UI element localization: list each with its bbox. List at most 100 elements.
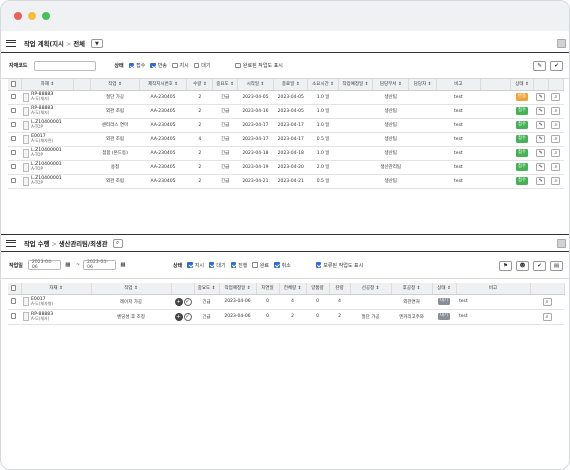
checkbox-icon[interactable] xyxy=(187,262,193,268)
row-checkbox[interactable] xyxy=(8,132,22,147)
column-header[interactable]: 종료일 ⇕ xyxy=(273,79,309,91)
column-header[interactable]: 상태 ⇕ xyxy=(510,79,534,91)
status-checkbox-instructed[interactable]: 지시 xyxy=(187,262,204,269)
checkbox-icon[interactable] xyxy=(10,163,17,170)
show-completed-checkbox[interactable]: 완료된 작업도 표시 xyxy=(235,62,283,69)
checkbox-icon[interactable] xyxy=(150,62,156,69)
table-row[interactable]: L.Z10400001 A-TOP 접합 (본드등) AA-230405 2 긴급 2023… xyxy=(8,146,564,161)
column-header[interactable]: 담당부서 ⇕ xyxy=(372,79,410,91)
table-row[interactable]: E0017 A-도(체자형) 레이저 가공 + ✓ 긴급 2023-04-06 0 4 0 4 외관면… xyxy=(8,294,564,310)
maximize-window-button[interactable] xyxy=(42,12,50,20)
table-row[interactable]: L.Z10400001 A-TOP 외관 조립 AA-230405 2 긴급 2023-04… xyxy=(8,174,564,189)
status-checkbox-returned[interactable]: 반송 xyxy=(150,62,167,69)
row-checkbox[interactable] xyxy=(8,90,22,105)
edit-icon[interactable]: ✎ xyxy=(536,177,546,185)
select-all-checkbox[interactable] xyxy=(8,283,22,295)
table-row[interactable]: RP-88883 A-도(체자) 절단 가공 AA-230405 2 긴급 2023-04-… xyxy=(8,90,564,105)
calendar-icon[interactable]: ▦ xyxy=(62,260,73,270)
calendar-icon[interactable]: ▦ xyxy=(118,260,129,270)
chevron-down-icon[interactable]: ▼ xyxy=(90,39,103,48)
checkbox-icon[interactable] xyxy=(315,262,322,268)
check-circle-icon[interactable]: ✓ xyxy=(183,312,192,321)
checkbox-icon[interactable] xyxy=(10,298,17,304)
search-icon[interactable]: ⌕ xyxy=(551,107,561,115)
avatar[interactable] xyxy=(557,39,566,48)
material-code-input[interactable] xyxy=(34,60,97,71)
row-checkbox[interactable] xyxy=(8,104,22,119)
column-header[interactable]: 작업 ⇕ xyxy=(91,283,172,295)
row-checkbox[interactable] xyxy=(8,309,21,325)
status-checkbox-waiting[interactable]: 대기 xyxy=(208,262,226,269)
breadcrumb-item[interactable]: 작업 수행 xyxy=(24,240,50,248)
breadcrumb-item[interactable]: 생산관리팀/최생관 xyxy=(58,240,108,248)
checkbox-icon[interactable] xyxy=(128,62,135,69)
edit-icon[interactable]: ✎ xyxy=(536,107,546,115)
column-header[interactable]: 소요시간 ⇕ xyxy=(307,79,339,91)
table-row[interactable]: L.Z10400001 A-TOP 센터라스 연마 AA-230405 2 긴급 2023-… xyxy=(8,118,564,133)
column-header[interactable]: 제작지시번호 ⇕ xyxy=(139,79,188,91)
table-row[interactable]: L.Z10400001 A-TOP 용접 AA-230405 2 긴급 2023-04-19… xyxy=(8,160,564,175)
column-header[interactable]: 중요도 ⇕ xyxy=(194,283,220,295)
search-icon[interactable]: ⌕ xyxy=(551,163,561,171)
status-checkbox-waiting[interactable]: 대기 xyxy=(193,62,210,69)
checkbox-icon[interactable] xyxy=(10,135,17,142)
breadcrumb-item[interactable]: 전체 xyxy=(73,41,85,48)
row-checkbox[interactable] xyxy=(8,160,22,175)
column-header[interactable]: 후공정 ⇕ xyxy=(391,283,433,295)
checkbox-icon[interactable] xyxy=(10,177,17,184)
row-checkbox[interactable] xyxy=(8,174,22,189)
edit-icon[interactable]: ✎ xyxy=(536,93,546,101)
select-all-checkbox[interactable] xyxy=(8,79,22,91)
edit-icon[interactable]: ✎ xyxy=(536,149,546,157)
status-checkbox-cancel[interactable]: 취소 xyxy=(274,262,291,269)
column-header[interactable]: 담당자 ⇕ xyxy=(408,79,437,91)
date-from-input[interactable]: 2023-04-06 xyxy=(27,260,61,270)
search-icon[interactable]: ⌕ xyxy=(551,177,561,185)
column-header[interactable]: 중요도 ⇕ xyxy=(212,79,238,91)
minimize-window-button[interactable] xyxy=(28,12,36,20)
date-to-input[interactable]: 2023-04-06 xyxy=(83,260,117,270)
avatar[interactable] xyxy=(557,239,566,248)
add-icon[interactable]: + xyxy=(174,312,183,321)
show-held-checkbox[interactable]: 보류된 작업도 표시 xyxy=(315,262,363,269)
edit-icon[interactable]: ✎ xyxy=(536,163,546,171)
table-row[interactable]: E0017 A-도(체자면) 외관 조립 AA-230405 4 긴급 2023-04-17… xyxy=(8,132,564,147)
add-user-button[interactable]: ☻ xyxy=(516,261,529,271)
column-header[interactable]: 작업예정일 ⇕ xyxy=(219,283,257,295)
checkbox-icon[interactable] xyxy=(10,107,17,114)
column-header[interactable]: 자재 ⇕ xyxy=(21,79,75,91)
search-icon[interactable]: ⌕ xyxy=(112,238,123,248)
column-header[interactable]: 수량 ⇕ xyxy=(186,79,214,91)
confirm-button[interactable]: ✔ xyxy=(550,61,563,71)
search-icon[interactable]: ⌕ xyxy=(542,312,552,321)
breadcrumb-item[interactable]: 작업 계획(지시 xyxy=(24,41,64,48)
menu-icon[interactable] xyxy=(6,40,16,47)
checkbox-icon[interactable] xyxy=(230,262,237,268)
checkbox-icon[interactable] xyxy=(235,62,241,69)
flag-icon[interactable]: ⚑ xyxy=(499,261,512,271)
search-icon[interactable]: ⌕ xyxy=(542,297,552,306)
column-header[interactable]: 상태 ⇕ xyxy=(432,283,457,295)
row-checkbox[interactable] xyxy=(8,294,21,310)
row-checkbox[interactable] xyxy=(8,146,22,161)
row-checkbox[interactable] xyxy=(8,118,22,133)
edit-icon[interactable]: ✎ xyxy=(536,121,546,129)
column-header[interactable]: 작업예정일 ⇕ xyxy=(338,79,374,91)
checkbox-icon[interactable] xyxy=(10,121,17,128)
menu-icon[interactable] xyxy=(6,239,16,247)
edit-icon[interactable]: ✎ xyxy=(536,135,546,143)
table-row[interactable]: RP-88883 A-도(체자) 외관 조립 AA-230405 2 긴급 2023-04-… xyxy=(8,104,564,119)
edit-button[interactable]: ✎ xyxy=(533,61,546,71)
checkbox-icon[interactable] xyxy=(208,262,215,268)
status-checkbox-complete[interactable]: 완료 xyxy=(252,262,269,269)
checkbox-icon[interactable] xyxy=(172,62,178,69)
checkbox-icon[interactable] xyxy=(10,93,17,100)
status-checkbox-instructed[interactable]: 지시 xyxy=(172,62,189,69)
checkbox-icon[interactable] xyxy=(252,262,258,268)
search-icon[interactable]: ⌕ xyxy=(551,93,561,101)
column-header[interactable]: 자재 ⇕ xyxy=(21,283,92,295)
column-header[interactable]: 전체량 ⇕ xyxy=(279,283,307,295)
check-circle-icon[interactable]: ✓ xyxy=(183,297,192,306)
close-window-button[interactable] xyxy=(14,12,22,20)
search-icon[interactable]: ⌕ xyxy=(551,149,561,157)
